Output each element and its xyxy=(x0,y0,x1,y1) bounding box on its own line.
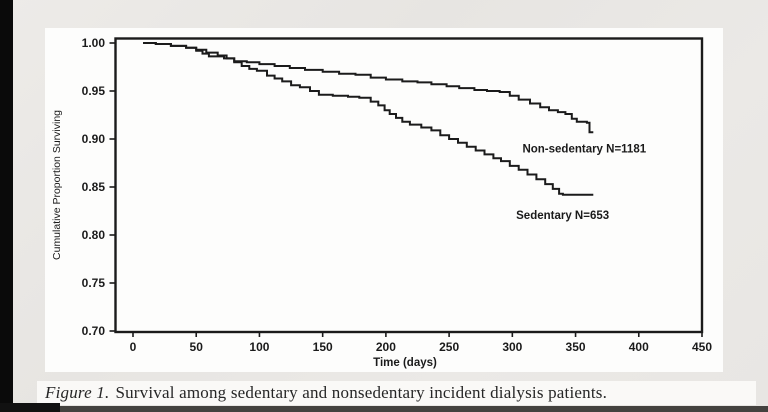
x-axis-tick-label: 250 xyxy=(439,340,459,354)
plot-frame xyxy=(114,37,704,334)
page-bottom-left-black-corner xyxy=(0,403,60,412)
x-axis-tick-label: 350 xyxy=(566,340,586,354)
sedentary-curve xyxy=(143,42,594,196)
x-axis-tick-label: 150 xyxy=(313,340,333,354)
survival-chart: 0 50 100 150 200 250 300 350 400 450 1.00 0.95 0.90 0… xyxy=(51,36,712,369)
figure-caption-text: Survival among sedentary and nonsedentar… xyxy=(115,383,608,402)
page-left-black-bar xyxy=(0,0,13,412)
y-axis-tick-label: 0.80 xyxy=(82,228,106,242)
y-axis-title: Cumulative Proportion Surviving xyxy=(51,110,63,260)
x-axis-tick-label: 200 xyxy=(376,340,396,354)
y-axis-tick-label: 1.00 xyxy=(82,36,106,50)
y-axis-tick-label: 0.90 xyxy=(82,132,106,146)
x-axis-tick-label: 450 xyxy=(692,340,712,354)
sedentary-curve-annotation: Sedentary N=653 xyxy=(516,210,609,222)
x-axis-tick-label: 400 xyxy=(629,340,649,354)
x-axis-tick-label: 300 xyxy=(502,340,522,354)
x-axis-tick-label: 0 xyxy=(130,340,137,354)
x-axis-title: Time (days) xyxy=(373,357,437,369)
figure-caption: Figure 1. Survival among sedentary and n… xyxy=(37,381,756,405)
x-axis-tick-label: 100 xyxy=(249,340,269,354)
non-sedentary-curve-annotation: Non-sedentary N=1181 xyxy=(522,144,646,156)
y-axis-tick-label: 0.95 xyxy=(82,84,106,98)
page-bottom-dark-bar xyxy=(0,406,768,412)
y-axis-tick-label: 0.75 xyxy=(82,276,106,290)
x-axis-tick-label: 50 xyxy=(190,340,204,354)
y-axis-tick-label: 0.85 xyxy=(82,180,106,194)
figure-caption-label: Figure 1. xyxy=(45,383,110,402)
y-axis-tick-label: 0.70 xyxy=(82,324,106,338)
figure-panel: 0 50 100 150 200 250 300 350 400 450 1.00 0.95 0.90 0… xyxy=(45,28,723,372)
